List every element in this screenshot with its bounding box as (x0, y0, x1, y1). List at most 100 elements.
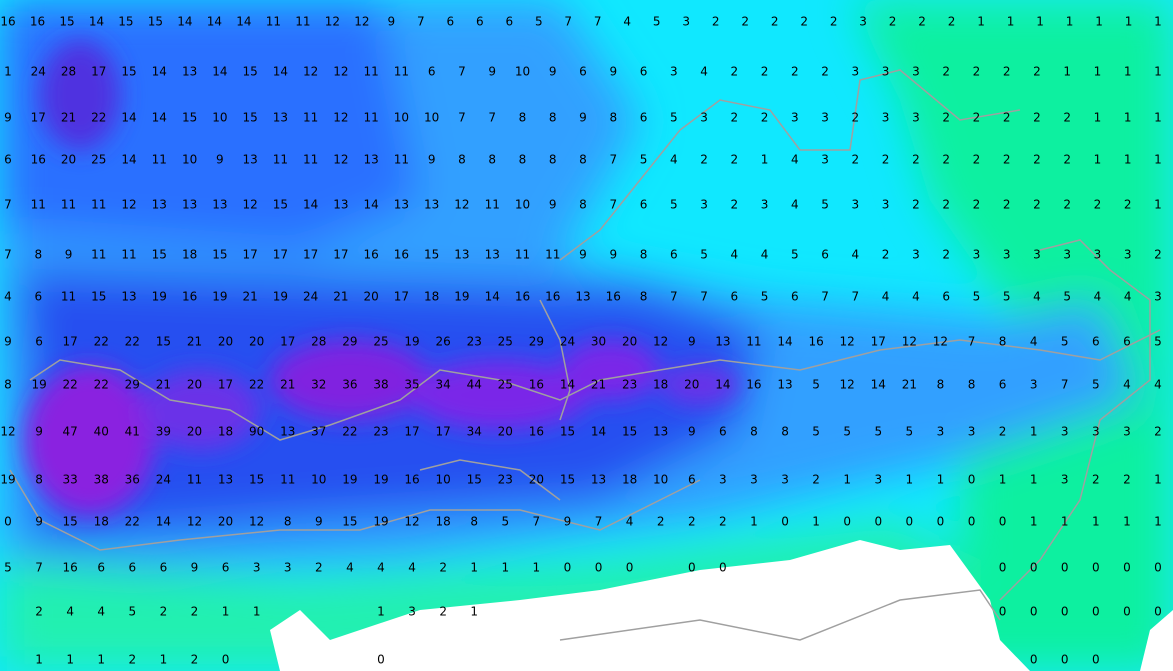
grid-value: 15 (121, 65, 136, 79)
grid-value: 5 (906, 425, 914, 439)
grid-value: 0 (222, 653, 230, 667)
grid-value: 14 (152, 111, 167, 125)
grid-value: 12 (840, 378, 855, 392)
grid-value: 1 (1036, 15, 1044, 29)
grid-value: 3 (821, 111, 829, 125)
grid-value: 28 (61, 65, 76, 79)
grid-value: 7 (595, 515, 603, 529)
grid-value: 9 (65, 248, 73, 262)
grid-value: 6 (942, 290, 950, 304)
grid-value: 7 (4, 198, 12, 212)
grid-value: 3 (761, 198, 769, 212)
grid-value: 25 (498, 378, 513, 392)
grid-value: 14 (212, 65, 227, 79)
grid-value: 0 (968, 515, 976, 529)
grid-value: 1 (66, 653, 74, 667)
grid-value: 3 (1123, 425, 1131, 439)
grid-value: 17 (91, 65, 106, 79)
grid-value: 20 (529, 473, 544, 487)
grid-value: 6 (160, 561, 168, 575)
grid-value: 6 (222, 561, 230, 575)
grid-value: 7 (670, 290, 678, 304)
grid-value: 12 (902, 335, 917, 349)
grid-value: 0 (377, 653, 385, 667)
grid-value: 3 (937, 425, 945, 439)
grid-value: 0 (688, 561, 696, 575)
grid-value: 17 (242, 248, 257, 262)
grid-value: 1 (1030, 515, 1038, 529)
grid-value: 22 (342, 425, 357, 439)
grid-value: 4 (1123, 378, 1131, 392)
grid-value: 11 (31, 198, 46, 212)
grid-value: 7 (609, 153, 617, 167)
grid-value: 1 (906, 473, 914, 487)
grid-value: 19 (373, 515, 388, 529)
grid-value: 2 (1033, 198, 1041, 212)
grid-value: 16 (30, 15, 45, 29)
grid-value: 8 (488, 153, 496, 167)
grid-value: 6 (640, 111, 648, 125)
grid-value: 7 (533, 515, 541, 529)
grid-value: 7 (1061, 378, 1069, 392)
grid-value: 18 (218, 425, 233, 439)
grid-value: 1 (999, 473, 1007, 487)
grid-value: 9 (688, 335, 696, 349)
grid-value: 21 (156, 378, 171, 392)
grid-value: 18 (435, 515, 450, 529)
grid-value: 3 (700, 198, 708, 212)
grid-value: 11 (280, 473, 295, 487)
grid-value: 19 (404, 335, 419, 349)
grid-value: 16 (808, 335, 823, 349)
grid-value: 2 (712, 15, 720, 29)
grid-value: 4 (623, 15, 631, 29)
grid-value: 2 (973, 111, 981, 125)
grid-value: 2 (912, 153, 920, 167)
grid-value: 8 (640, 248, 648, 262)
grid-value: 2 (688, 515, 696, 529)
grid-value: 16 (746, 378, 761, 392)
grid-value: 2 (730, 111, 738, 125)
grid-value: 3 (1003, 248, 1011, 262)
grid-value: 15 (91, 290, 106, 304)
grid-value: 11 (187, 473, 202, 487)
grid-value: 15 (242, 65, 257, 79)
grid-value: 15 (156, 335, 171, 349)
grid-value: 4 (1154, 378, 1162, 392)
grid-value: 5 (761, 290, 769, 304)
grid-value: 18 (182, 248, 197, 262)
grid-value: 8 (640, 290, 648, 304)
grid-value: 23 (373, 425, 388, 439)
grid-value: 2 (1003, 65, 1011, 79)
grid-value: 1 (1124, 153, 1132, 167)
grid-value: 6 (821, 248, 829, 262)
grid-value: 1 (1063, 65, 1071, 79)
grid-value: 0 (1061, 653, 1069, 667)
grid-value: 34 (467, 425, 482, 439)
grid-value: 1 (1124, 111, 1132, 125)
grid-value: 4 (791, 153, 799, 167)
grid-value: 3 (1092, 425, 1100, 439)
grid-value: 5 (670, 111, 678, 125)
grid-value: 11 (152, 153, 167, 167)
grid-value: 2 (35, 605, 43, 619)
grid-value: 21 (591, 378, 606, 392)
grid-value: 0 (1061, 561, 1069, 575)
grid-value: 13 (485, 248, 500, 262)
grid-value: 5 (812, 378, 820, 392)
grid-value: 2 (730, 65, 738, 79)
grid-value: 8 (999, 335, 1007, 349)
grid-value: 14 (236, 15, 251, 29)
grid-value: 13 (575, 290, 590, 304)
grid-value: 6 (505, 15, 513, 29)
grid-value: 35 (404, 378, 419, 392)
grid-value: 1 (1066, 15, 1074, 29)
grid-value: 20 (218, 515, 233, 529)
grid-value: 15 (424, 248, 439, 262)
grid-value: 9 (488, 65, 496, 79)
grid-value: 14 (364, 198, 379, 212)
grid-value: 2 (439, 561, 447, 575)
grid-value: 9 (688, 425, 696, 439)
grid-value: 13 (280, 425, 295, 439)
grid-value: 41 (125, 425, 140, 439)
